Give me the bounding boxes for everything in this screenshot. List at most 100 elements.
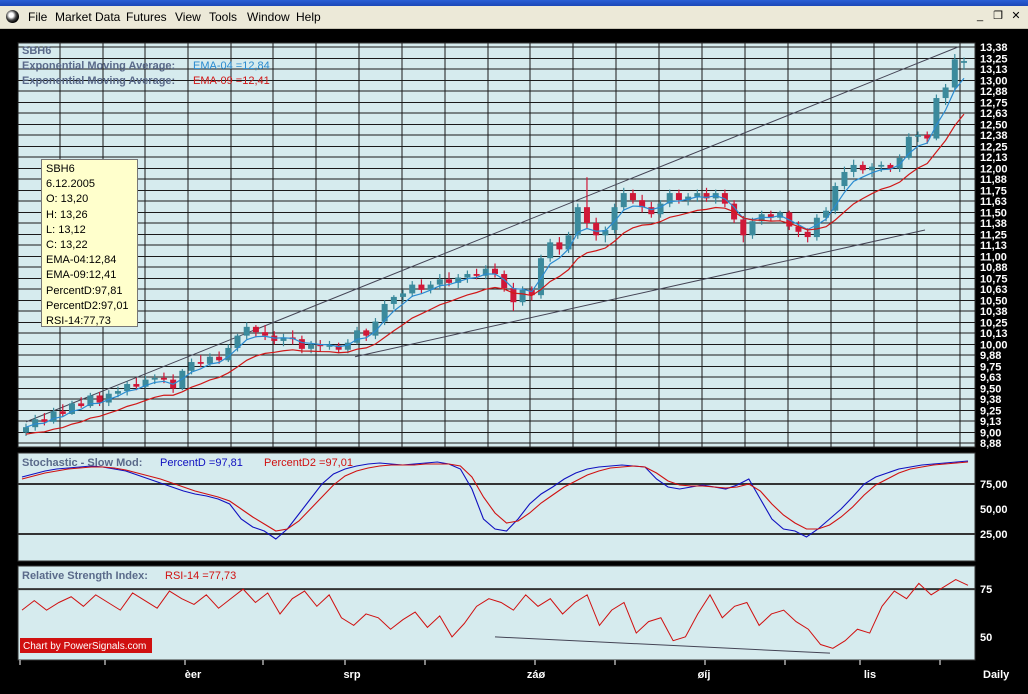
price-tick-label: 10,13 [980, 328, 1008, 340]
candle-body [50, 411, 57, 422]
rsi-trendline [494, 636, 831, 654]
menu-futures[interactable]: Futures [126, 10, 167, 24]
price-tick-label: 11,25 [980, 229, 1007, 241]
candle-body [308, 344, 315, 349]
price-tick-label: 11,38 [980, 218, 1007, 230]
candle-body [326, 345, 333, 347]
price-tick-label: 12,63 [980, 108, 1008, 120]
candle-body [482, 268, 489, 276]
candle-body [344, 342, 351, 350]
restore-button[interactable]: ❐ [993, 10, 1003, 22]
percentd2-value: PercentD2 =97,01 [264, 457, 353, 469]
price-tick-label: 13,13 [980, 64, 1008, 76]
candle-body [160, 377, 167, 380]
menu-bar: File Market Data Futures View Tools Wind… [0, 6, 1028, 29]
price-tick-label: 12,75 [980, 97, 1008, 109]
credit-badge[interactable] [20, 638, 152, 653]
menu-window[interactable]: Window [247, 10, 290, 24]
candle-body [740, 219, 747, 236]
price-tick-label: 10,38 [980, 306, 1008, 318]
x-axis-label: záø [527, 669, 546, 681]
candle-body [657, 203, 664, 215]
percentd-line [21, 460, 969, 540]
menu-file[interactable]: File [28, 10, 48, 24]
info-line: C: 13,22 [46, 239, 88, 252]
price-tick-label: 10,88 [980, 262, 1008, 274]
stochastic-tick-label: 50,00 [980, 504, 1008, 516]
menu-help[interactable]: Help [296, 10, 321, 24]
ema9-label: Exponential Moving Average: [22, 75, 175, 87]
candle-body [41, 419, 48, 422]
info-line: PercentD2:97,01 [46, 299, 129, 312]
candle-body [225, 347, 232, 361]
candle-body [188, 362, 195, 371]
menu-view[interactable]: View [175, 10, 201, 24]
price-tick-label: 11,88 [980, 174, 1007, 186]
price-tick-label: 11,63 [980, 196, 1007, 208]
candle-body [501, 274, 508, 289]
rsi-label: Relative Strength Index: [22, 570, 148, 582]
price-tick-label: 12,13 [980, 152, 1008, 164]
price-tick-label: 13,00 [980, 75, 1008, 87]
candle-body [942, 87, 949, 99]
ema9-line [25, 113, 965, 435]
candle-body [767, 214, 774, 218]
info-line: EMA-09:12,41 [46, 269, 117, 282]
candle-body [427, 284, 434, 290]
lower-trendline [354, 229, 926, 358]
price-tick-label: 10,63 [980, 284, 1008, 296]
candle-body [32, 419, 39, 428]
candle-body [565, 235, 572, 250]
menu-market-data[interactable]: Market Data [55, 10, 121, 24]
candle-body [537, 258, 544, 296]
candle-body [400, 293, 407, 297]
price-grid [17, 43, 975, 447]
candle-body [685, 196, 692, 201]
rsi-value: RSI-14 =77,73 [165, 570, 236, 582]
candle-body [197, 362, 204, 364]
candle-body [593, 223, 600, 236]
candle-body [114, 391, 121, 394]
price-tick-label: 10,75 [980, 273, 1008, 285]
price-tick-label: 10,25 [980, 317, 1008, 329]
candle-body [298, 339, 305, 349]
candle-body [666, 193, 673, 204]
candle-body [510, 288, 517, 303]
candle-body [151, 377, 158, 380]
candle-body [262, 332, 269, 336]
candle-body [951, 59, 958, 88]
info-line: PercentD:97,81 [46, 284, 123, 297]
price-tick-label: 8,88 [980, 438, 1001, 450]
candle-body [59, 411, 66, 414]
candle-body [363, 330, 370, 336]
title-bar [0, 0, 1028, 6]
candle-body [473, 274, 480, 276]
info-line: 6.12.2005 [46, 178, 95, 191]
candle-body [68, 403, 75, 414]
candle-body [639, 200, 646, 208]
candle-body [335, 345, 342, 350]
price-tick-label: 12,00 [980, 163, 1008, 175]
candle-body [915, 135, 922, 137]
price-tick-label: 13,38 [980, 42, 1008, 54]
price-tick-label: 9,63 [980, 372, 1001, 384]
trend-lines [25, 46, 959, 423]
candle-body [133, 384, 140, 387]
candle-body [924, 135, 931, 139]
candle-body [841, 171, 848, 187]
candle-body [78, 403, 85, 407]
minimize-button[interactable]: _ [976, 10, 984, 22]
price-tick-label: 11,13 [980, 240, 1007, 252]
stochastic-y-axis: 75,00 50,00 25,00 [980, 479, 1008, 541]
percentd-value: PercentD =97,81 [160, 457, 243, 469]
app-icon[interactable] [6, 10, 19, 23]
rsi-line [21, 578, 969, 649]
candle-body [961, 61, 967, 63]
menu-tools[interactable]: Tools [209, 10, 238, 24]
candle-body [105, 393, 112, 403]
candle-body [547, 242, 554, 259]
info-line: SBH6 [46, 163, 75, 175]
close-button[interactable]: ✕ [1011, 10, 1021, 22]
candle-body [317, 344, 324, 347]
rsi-lines [21, 578, 969, 654]
